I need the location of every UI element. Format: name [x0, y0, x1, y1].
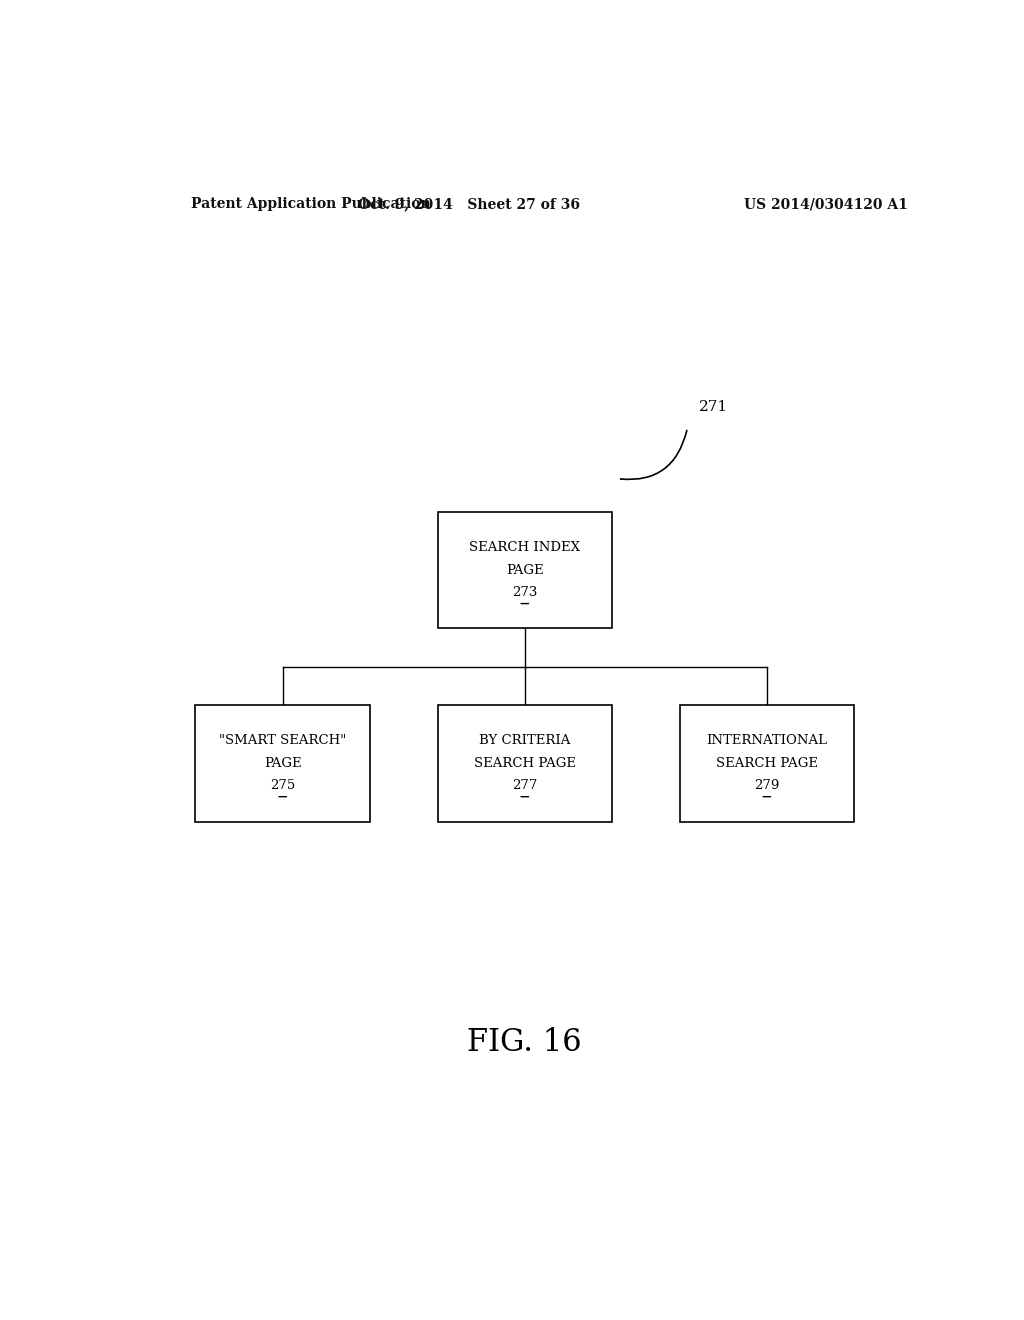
Text: 273: 273 — [512, 586, 538, 599]
Text: SEARCH PAGE: SEARCH PAGE — [474, 756, 575, 770]
Text: SEARCH PAGE: SEARCH PAGE — [716, 756, 818, 770]
Text: PAGE: PAGE — [506, 564, 544, 577]
Text: SEARCH INDEX: SEARCH INDEX — [469, 541, 581, 554]
Text: INTERNATIONAL: INTERNATIONAL — [707, 734, 827, 747]
Text: 275: 275 — [270, 779, 295, 792]
FancyArrowPatch shape — [621, 430, 687, 479]
Text: 279: 279 — [754, 779, 779, 792]
Text: "SMART SEARCH": "SMART SEARCH" — [219, 734, 346, 747]
FancyBboxPatch shape — [196, 705, 370, 821]
FancyBboxPatch shape — [680, 705, 854, 821]
Text: Oct. 9, 2014   Sheet 27 of 36: Oct. 9, 2014 Sheet 27 of 36 — [358, 197, 581, 211]
Text: Patent Application Publication: Patent Application Publication — [191, 197, 431, 211]
FancyBboxPatch shape — [437, 512, 612, 628]
Text: BY CRITERIA: BY CRITERIA — [479, 734, 570, 747]
FancyBboxPatch shape — [437, 705, 612, 821]
Text: 277: 277 — [512, 779, 538, 792]
Text: 271: 271 — [699, 400, 728, 414]
Text: US 2014/0304120 A1: US 2014/0304120 A1 — [744, 197, 908, 211]
Text: FIG. 16: FIG. 16 — [468, 1027, 582, 1059]
Text: PAGE: PAGE — [264, 756, 301, 770]
